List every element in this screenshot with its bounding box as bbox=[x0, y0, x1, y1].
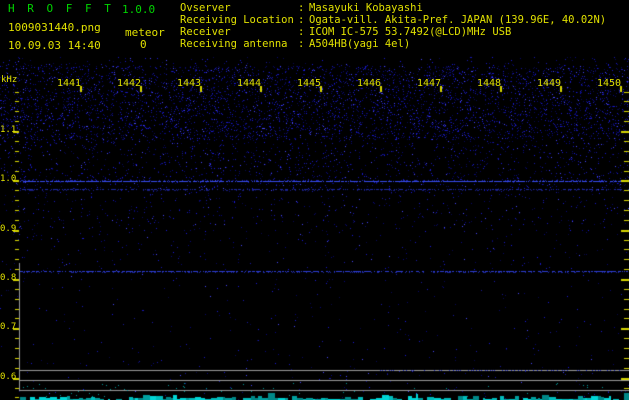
time-tick-label: 1447 bbox=[416, 78, 442, 89]
date-time: 10.09.03 14:40 bbox=[8, 39, 101, 52]
app-title: H R O F F T bbox=[8, 2, 114, 15]
station-info: Ovserver : Masayuki Kobayashi Receiving … bbox=[180, 2, 606, 50]
time-tick-label: 1444 bbox=[236, 78, 262, 89]
freq-axis-unit-label: kHz bbox=[1, 75, 18, 85]
freq-tick-label: 0.6 bbox=[0, 371, 17, 382]
info-separator: : bbox=[298, 2, 305, 14]
info-value: Ogata-vill. Akita-Pref. JAPAN (139.96E, … bbox=[309, 14, 607, 26]
info-value: ICOM IC-575 53.7492(@LCD)MHz USB bbox=[309, 26, 512, 38]
app-version: 1.0.0 bbox=[122, 3, 156, 16]
info-value: A504HB(yagi 4el) bbox=[309, 38, 411, 50]
time-tick-label: 1446 bbox=[356, 78, 382, 89]
meteor-counter-value: 0 bbox=[140, 38, 147, 51]
info-separator: : bbox=[298, 14, 305, 26]
info-row-antenna: Receiving antenna : A504HB(yagi 4el) bbox=[180, 38, 606, 50]
time-tick-label: 1442 bbox=[116, 78, 142, 89]
freq-tick-label: 1.1 bbox=[0, 125, 17, 135]
meteor-counter-label: meteor bbox=[125, 26, 165, 39]
info-label: Receiving Location bbox=[180, 14, 294, 26]
time-tick-label: 1448 bbox=[476, 78, 502, 89]
info-label: Receiver bbox=[180, 26, 231, 38]
time-tick-label: 1441 bbox=[56, 78, 82, 89]
freq-tick-label: 0.9 bbox=[0, 223, 17, 234]
info-row-location: Receiving Location : Ogata-vill. Akita-P… bbox=[180, 14, 606, 26]
info-row-observer: Ovserver : Masayuki Kobayashi bbox=[180, 2, 606, 14]
info-row-receiver: Receiver : ICOM IC-575 53.7492(@LCD)MHz … bbox=[180, 26, 606, 38]
freq-tick-label: 1.0 bbox=[0, 174, 17, 185]
freq-tick-label: 0.8 bbox=[0, 272, 17, 283]
time-tick-label: 1443 bbox=[176, 78, 202, 89]
freq-tick-label: 0.7 bbox=[0, 322, 17, 333]
time-tick-label: 1450 bbox=[596, 78, 622, 89]
time-tick-label: 1449 bbox=[536, 78, 562, 89]
time-tick-label: 1445 bbox=[296, 78, 322, 89]
info-label: Receiving antenna bbox=[180, 38, 288, 50]
info-value: Masayuki Kobayashi bbox=[309, 2, 423, 14]
info-label: Ovserver bbox=[180, 2, 231, 14]
info-separator: : bbox=[298, 26, 305, 38]
info-separator: : bbox=[298, 38, 305, 50]
output-filename: 1009031440.png bbox=[8, 21, 101, 34]
